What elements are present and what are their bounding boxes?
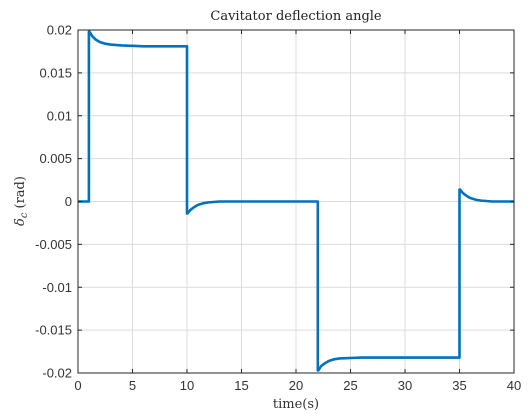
y-tick-label: 0.015 xyxy=(39,65,72,80)
y-tick-label: 0.005 xyxy=(39,151,72,166)
series-line-1 xyxy=(78,30,514,372)
x-tick-label: 40 xyxy=(507,378,521,393)
x-tick-label: 15 xyxy=(234,378,248,393)
y-tick-label: 0.02 xyxy=(47,23,72,38)
y-axis-label-symbol: δ xyxy=(13,218,28,226)
y-axis-label-subscript: c xyxy=(19,212,30,218)
x-tick-label: 5 xyxy=(129,378,136,393)
series-layer xyxy=(78,30,514,372)
x-tick-label: 10 xyxy=(180,378,194,393)
chart-title: Cavitator deflection angle xyxy=(210,9,382,24)
ticks: 0 5 10 15 20 25 30 35 40 0.02 0.015 0.01 0.005 0 -0.00… xyxy=(35,23,521,394)
x-tick-label: 20 xyxy=(289,378,303,393)
y-tick-label: -0.015 xyxy=(35,323,72,338)
x-tick-label: 0 xyxy=(74,378,81,393)
y-tick-label: -0.005 xyxy=(35,237,72,252)
x-tick-label: 30 xyxy=(398,378,412,393)
x-tick-label: 35 xyxy=(452,378,466,393)
y-tick-label: 0.01 xyxy=(47,108,72,123)
y-axis-label-unit: (rad) xyxy=(13,176,28,208)
y-tick-label: -0.01 xyxy=(42,280,72,295)
y-axis-label: δc (rad) xyxy=(13,176,30,226)
x-axis-label: time(s) xyxy=(273,397,319,412)
y-tick-label: 0 xyxy=(65,194,72,209)
x-tick-label: 25 xyxy=(343,378,357,393)
y-tick-label: -0.02 xyxy=(42,366,72,381)
